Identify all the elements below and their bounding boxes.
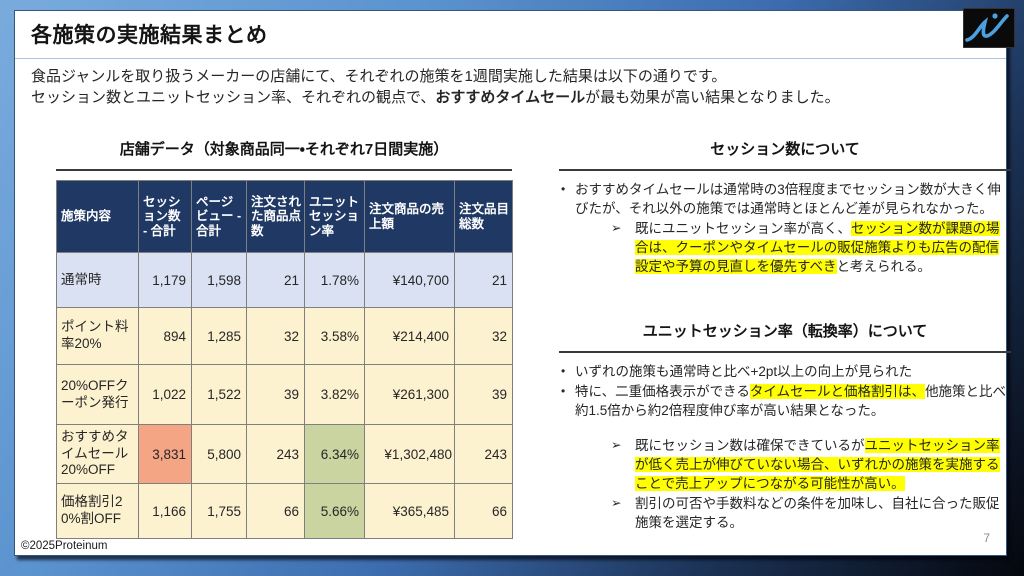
highlight-text: ユニットセッション率が低く売上が伸びていない場合、いずれかの施策を実施することで…: [635, 438, 1000, 491]
table-cell: 価格割引20%割OFF: [56, 483, 139, 539]
table-cell: ¥140,700: [364, 252, 455, 308]
intro-text: 食品ジャンルを取り扱うメーカーの店舗にて、それぞれの施策を1週間実施した結果は以…: [31, 66, 971, 108]
table-cell: 1,755: [191, 483, 247, 539]
intro-emphasis: おすすめタイムセール: [435, 89, 586, 106]
table-cell: ¥261,300: [364, 364, 455, 425]
table-cell: 1,598: [191, 252, 247, 308]
page-number: 7: [983, 531, 990, 545]
bullet-icon: •: [561, 364, 566, 378]
session-section-title: セッション数について: [559, 139, 1011, 171]
table-cell: ¥214,400: [364, 307, 455, 365]
table-cell: 39: [454, 364, 513, 425]
column-header: 施策内容: [56, 180, 139, 253]
table-cell: 1,179: [138, 252, 192, 308]
table-cell: 21: [454, 252, 513, 308]
bullet-text: 特に、二重価格表示ができるタイムセールと価格割引は、他施策と比べ約1.5倍から約…: [575, 384, 1007, 418]
column-header: ユニットセッション率: [304, 180, 365, 253]
table-row: 価格割引20%割OFF 1,166 1,755 66 5.66% ¥365,48…: [56, 483, 513, 539]
footer-copyright: ©2025Proteinum: [21, 540, 108, 552]
arrow-bullet-text: 既にセッション数は確保できているがユニットセッション率が低く売上が伸びていない場…: [635, 438, 1000, 491]
bullet-item: • おすすめタイムセールは通常時の3倍程度までセッション数が大きく伸びたが、それ…: [561, 180, 1011, 218]
table-row: ポイント料率20% 894 1,285 32 3.58% ¥214,400 32: [56, 307, 513, 365]
table-cell: 894: [138, 307, 192, 365]
table-cell: 32: [246, 307, 305, 365]
arrow-icon: ➢: [611, 496, 622, 510]
intro-line-2: セッション数とユニットセッション率、それぞれの観点で、おすすめタイムセールが最も…: [31, 89, 840, 106]
arrow-bullet-text: 割引の可否や手数料などの条件を加味し、自社に合った販促施策を選定する。: [635, 496, 1000, 530]
table-cell-highlight-green: 5.66%: [304, 483, 365, 539]
slide-card: 各施策の実施結果まとめ 食品ジャンルを取り扱うメーカーの店舗にて、それぞれの施策…: [14, 8, 1015, 556]
usr-section-title: ユニットセッション率（転換率）について: [559, 321, 1011, 353]
arrow-bullet-item: ➢ 既にユニットセッション率が高く、セッション数が課題の場合は、クーポンやタイム…: [611, 219, 1011, 276]
column-header: ページビュー - 合計: [191, 180, 247, 253]
bullet-icon: •: [561, 384, 566, 398]
table-cell: 66: [246, 483, 305, 539]
table-cell-highlight-green: 6.34%: [304, 424, 365, 484]
table-cell: 1,522: [191, 364, 247, 425]
table-cell: 243: [246, 424, 305, 484]
table-cell: 1,022: [138, 364, 192, 425]
logo-swoosh-icon: [965, 13, 1009, 42]
bullet-item: • 特に、二重価格表示ができるタイムセールと価格割引は、他施策と比べ約1.5倍か…: [561, 382, 1011, 420]
table-cell: 39: [246, 364, 305, 425]
column-header: 注文された商品点数: [246, 180, 305, 253]
unit-session-rate-section: ユニットセッション率（転換率）について • いずれの施策も通常時と比べ+2pt以…: [559, 321, 1011, 533]
table-cell: おすすめタイムセール20%OFF: [56, 424, 139, 484]
session-section-body: • おすすめタイムセールは通常時の3倍程度までセッション数が大きく伸びたが、それ…: [559, 180, 1011, 276]
page-title: 各施策の実施結果まとめ: [31, 24, 268, 47]
table-row: 20%OFFクーポン発行 1,022 1,522 39 3.82% ¥261,3…: [56, 364, 513, 425]
table-cell: ¥365,485: [364, 483, 455, 539]
table-cell: ¥1,302,480: [364, 424, 455, 484]
store-data-table: 施策内容 セッション数 - 合計 ページビュー - 合計 注文された商品点数 ユ…: [56, 180, 513, 539]
table-cell: 1,285: [191, 307, 247, 365]
arrow-bullet-item: ➢ 既にセッション数は確保できているがユニットセッション率が低く売上が伸びていな…: [611, 436, 1011, 493]
table-title: 店舗データ（対象商品同一・それぞれ7日間実施）: [56, 139, 512, 171]
table-row: おすすめタイムセール20%OFF 3,831 5,800 243 6.34% ¥…: [56, 424, 513, 484]
column-header: 注文品目総数: [454, 180, 513, 253]
arrow-icon: ➢: [611, 221, 622, 235]
table-cell: 66: [454, 483, 513, 539]
table-header-row: 施策内容 セッション数 - 合計 ページビュー - 合計 注文された商品点数 ユ…: [56, 180, 513, 253]
bullet-text: おすすめタイムセールは通常時の3倍程度までセッション数が大きく伸びたが、それ以外…: [575, 182, 1001, 216]
spacer: [559, 421, 1011, 435]
bullet-icon: •: [561, 182, 566, 196]
usr-section-body: • いずれの施策も通常時と比べ+2pt以上の向上が見られた • 特に、二重価格表…: [559, 362, 1011, 532]
table-cell: 1,166: [138, 483, 192, 539]
session-count-section: セッション数について • おすすめタイムセールは通常時の3倍程度までセッション数…: [559, 139, 1011, 277]
store-data-section: 店舗データ（対象商品同一・それぞれ7日間実施） 施策内容 セッション数 - 合計…: [56, 139, 513, 539]
company-logo: [963, 8, 1015, 48]
bullet-text: いずれの施策も通常時と比べ+2pt以上の向上が見られた: [575, 364, 913, 379]
table-cell: 3.82%: [304, 364, 365, 425]
table-cell: 5,800: [191, 424, 247, 484]
highlight-text: タイムセールと価格割引は、: [749, 384, 926, 399]
column-header: 注文商品の売上額: [364, 180, 455, 253]
intro-line-1: 食品ジャンルを取り扱うメーカーの店舗にて、それぞれの施策を1週間実施した結果は以…: [31, 68, 727, 85]
bullet-item: • いずれの施策も通常時と比べ+2pt以上の向上が見られた: [561, 362, 1011, 381]
table-cell-highlight-red: 3,831: [138, 424, 192, 484]
table-row: 通常時 1,179 1,598 21 1.78% ¥140,700 21: [56, 252, 513, 308]
table-cell: 1.78%: [304, 252, 365, 308]
table-cell: 21: [246, 252, 305, 308]
table-cell: 通常時: [56, 252, 139, 308]
arrow-icon: ➢: [611, 438, 622, 452]
table-cell: 32: [454, 307, 513, 365]
table-cell: 20%OFFクーポン発行: [56, 364, 139, 425]
arrow-bullet-text: 既にユニットセッション率が高く、セッション数が課題の場合は、クーポンやタイムセー…: [635, 221, 1000, 274]
table-cell: 3.58%: [304, 307, 365, 365]
table-cell: ポイント料率20%: [56, 307, 139, 365]
column-header: セッション数 - 合計: [138, 180, 192, 253]
table-cell: 243: [454, 424, 513, 484]
arrow-bullet-item: ➢ 割引の可否や手数料などの条件を加味し、自社に合った販促施策を選定する。: [611, 494, 1011, 532]
title-divider: [15, 58, 1006, 59]
